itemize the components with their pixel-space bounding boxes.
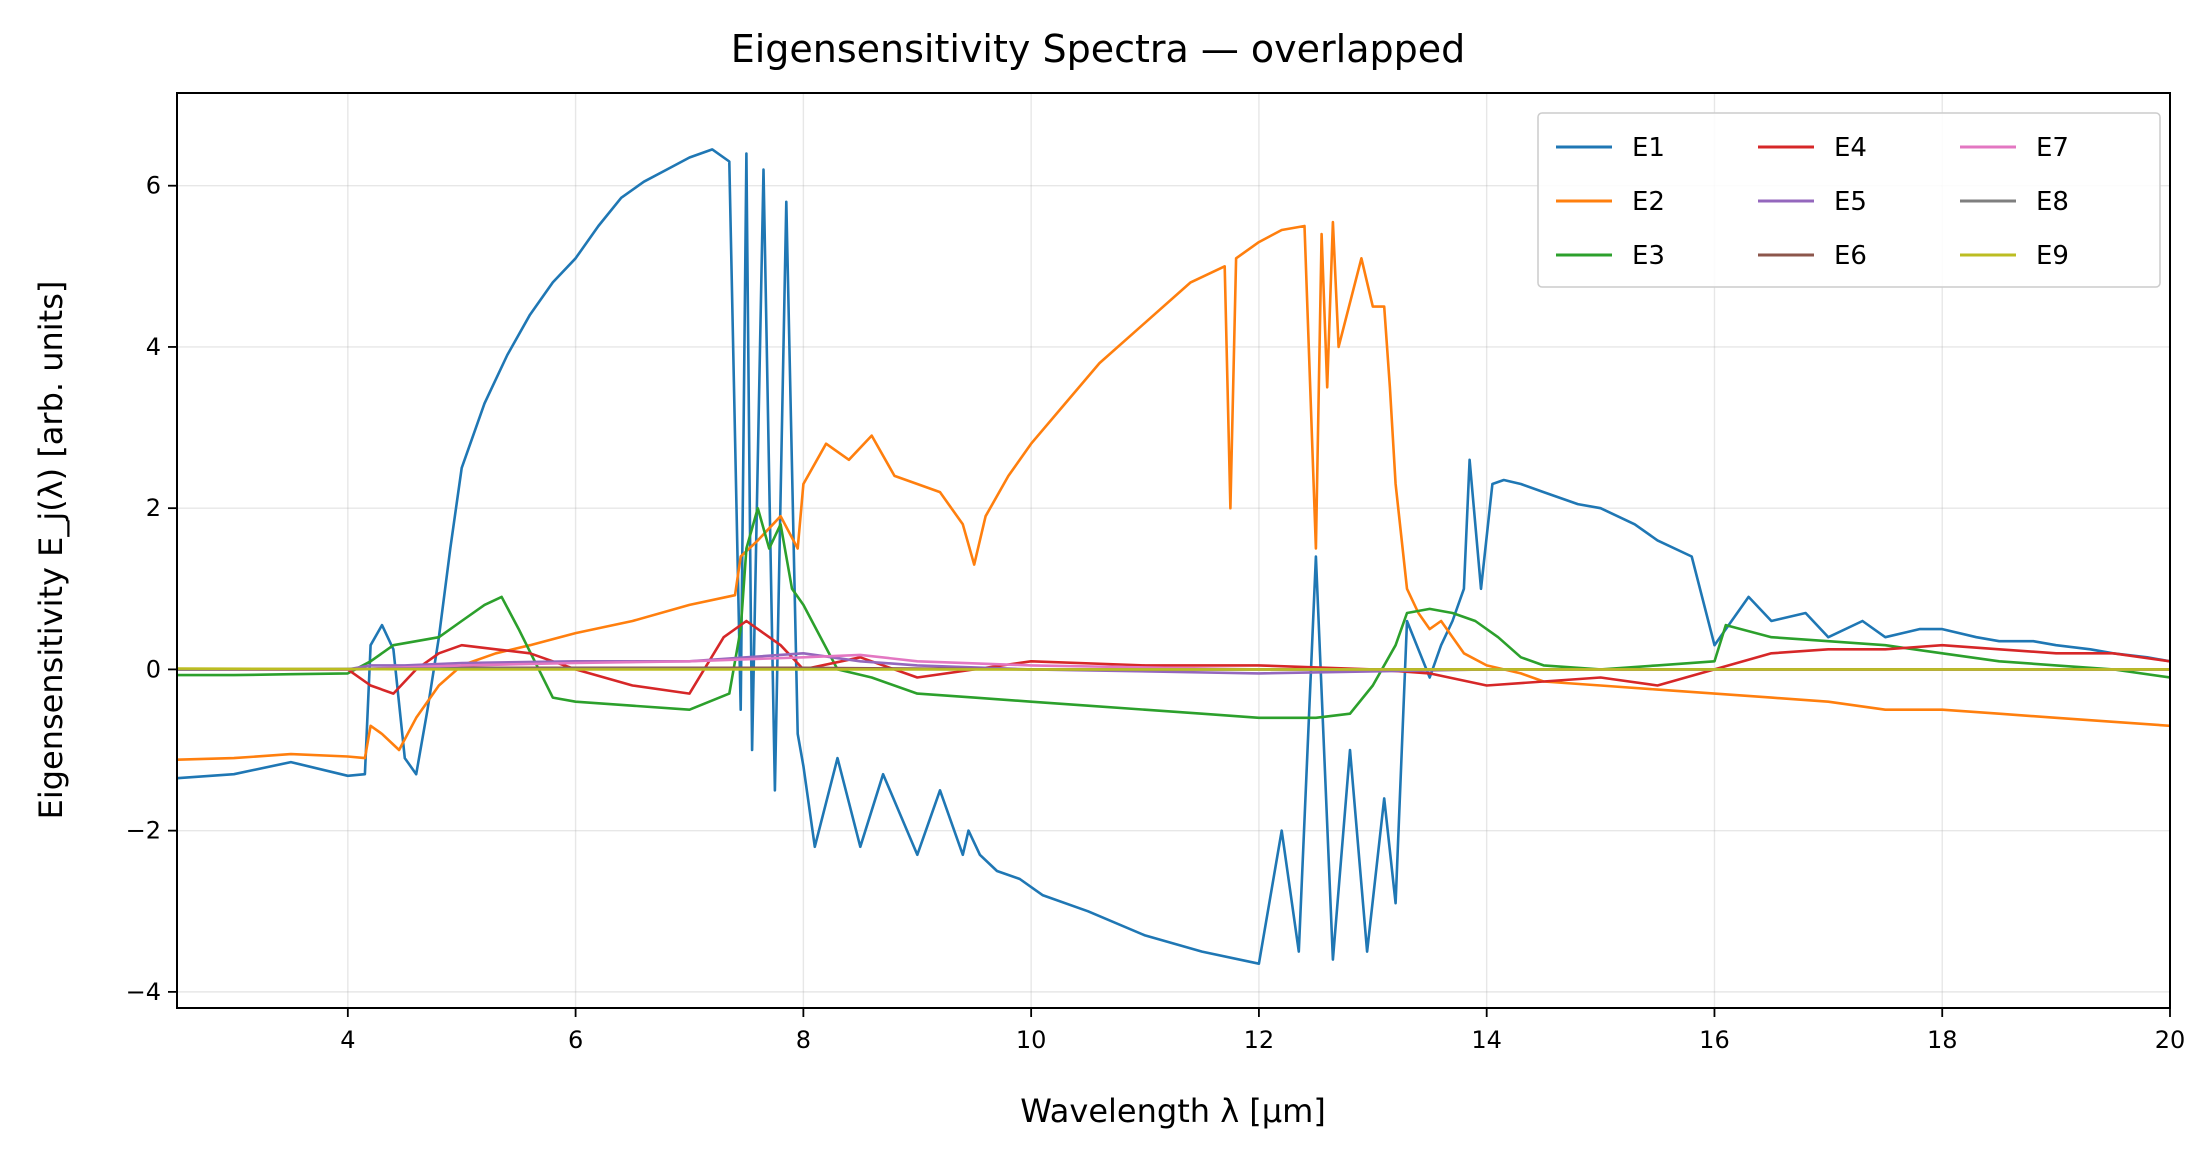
y-tick-label: 0	[146, 655, 161, 683]
y-axis-label: Eigensensitivity E_j(λ) [arb. units]	[32, 281, 70, 820]
x-axis-label: Wavelength λ [µm]	[1020, 1092, 1326, 1130]
x-tick-label: 6	[568, 1026, 583, 1054]
y-tick-label: 4	[146, 333, 161, 361]
series-line-e1	[177, 148, 2170, 966]
x-axis: 4 6 8 10 12 14 16 18 20	[340, 1008, 2185, 1054]
series-line-e4	[177, 619, 2170, 695]
y-tick-label: 6	[146, 172, 161, 200]
legend-label-e6: E6	[1834, 241, 1867, 271]
x-tick-label: 4	[340, 1026, 355, 1054]
legend: E1 E2 E3 E4 E5 E6 E7 E8 E9	[1537, 112, 2161, 288]
legend-label-e2: E2	[1632, 187, 1665, 217]
series-line-e3	[177, 506, 2170, 720]
legend-label-e5: E5	[1834, 187, 1867, 217]
legend-label-e4: E4	[1834, 133, 1867, 163]
x-tick-label: 10	[1016, 1026, 1047, 1054]
legend-box	[1537, 112, 2161, 288]
series-layer	[177, 148, 2170, 966]
legend-label-e7: E7	[2036, 133, 2069, 163]
legend-label-e3: E3	[1632, 241, 1665, 271]
series-line-e2	[177, 220, 2170, 761]
x-tick-label: 16	[1699, 1026, 1730, 1054]
y-tick-label: −2	[126, 817, 161, 845]
y-tick-label: 2	[146, 494, 161, 522]
legend-label-e9: E9	[2036, 241, 2069, 271]
x-tick-label: 14	[1471, 1026, 1502, 1054]
plot-frame	[176, 92, 2171, 1009]
x-tick-label: 12	[1244, 1026, 1275, 1054]
legend-label-e8: E8	[2036, 187, 2069, 217]
x-tick-label: 20	[2155, 1026, 2186, 1054]
y-axis: −4 −2 0 2 4 6	[126, 172, 177, 1006]
series-line-e9	[177, 667, 2170, 671]
x-tick-label: 18	[1927, 1026, 1958, 1054]
legend-label-e1: E1	[1632, 133, 1665, 163]
chart-title: Eigensensitivity Spectra — overlapped	[731, 27, 1466, 71]
y-tick-label: −4	[126, 978, 161, 1006]
x-tick-label: 8	[796, 1026, 811, 1054]
